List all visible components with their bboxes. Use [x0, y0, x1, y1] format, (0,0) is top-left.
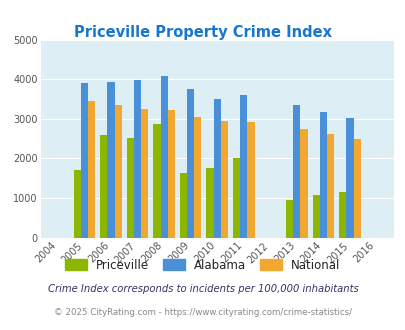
Bar	[167, 110, 175, 238]
Bar	[81, 83, 88, 238]
Bar	[286, 200, 292, 238]
Bar	[319, 112, 326, 238]
Legend: Priceville, Alabama, National: Priceville, Alabama, National	[62, 255, 343, 275]
Text: Priceville Property Crime Index: Priceville Property Crime Index	[74, 25, 331, 40]
Bar	[339, 192, 345, 238]
Bar	[126, 138, 134, 238]
Bar	[312, 195, 319, 238]
Text: Crime Index corresponds to incidents per 100,000 inhabitants: Crime Index corresponds to incidents per…	[47, 284, 358, 294]
Bar	[213, 99, 220, 238]
Bar	[194, 117, 201, 238]
Bar	[160, 76, 167, 238]
Bar	[240, 95, 247, 238]
Bar	[300, 129, 307, 238]
Bar	[88, 101, 95, 238]
Bar	[220, 121, 227, 238]
Bar	[247, 122, 254, 238]
Bar	[292, 105, 300, 238]
Bar	[206, 168, 213, 238]
Bar	[353, 139, 360, 238]
Bar	[326, 134, 333, 238]
Bar	[232, 158, 240, 238]
Bar	[153, 123, 160, 238]
Bar	[141, 109, 148, 238]
Bar	[100, 135, 107, 238]
Bar	[345, 118, 353, 238]
Bar	[73, 170, 81, 238]
Bar	[187, 89, 194, 238]
Bar	[134, 81, 141, 238]
Text: © 2025 CityRating.com - https://www.cityrating.com/crime-statistics/: © 2025 CityRating.com - https://www.city…	[54, 308, 351, 317]
Bar	[107, 82, 114, 238]
Bar	[179, 174, 187, 238]
Bar	[114, 105, 122, 238]
